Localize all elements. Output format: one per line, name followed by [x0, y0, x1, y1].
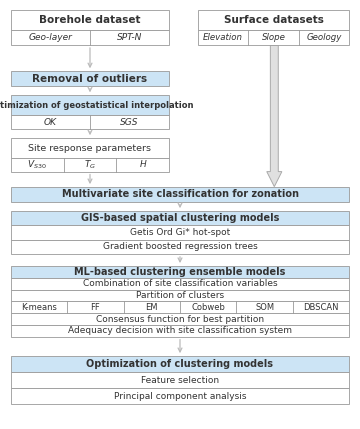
- Text: ML-based clustering ensemble models: ML-based clustering ensemble models: [74, 267, 286, 277]
- Bar: [11, 115, 169, 129]
- Bar: [11, 211, 349, 225]
- Bar: [11, 301, 349, 313]
- Bar: [11, 356, 349, 372]
- Text: Site response parameters: Site response parameters: [28, 144, 152, 153]
- Bar: [11, 138, 169, 158]
- Bar: [11, 278, 349, 290]
- Text: GIS-based spatial clustering models: GIS-based spatial clustering models: [81, 213, 279, 223]
- Text: Consensus function for best partition: Consensus function for best partition: [96, 314, 264, 323]
- Bar: [11, 158, 169, 172]
- Bar: [11, 30, 169, 45]
- Text: Elevation: Elevation: [203, 33, 243, 42]
- Text: $T_G$: $T_G$: [84, 159, 96, 171]
- Text: Multivariate site classification for zonation: Multivariate site classification for zon…: [62, 189, 298, 199]
- Text: Partition of clusters: Partition of clusters: [136, 291, 224, 300]
- Text: Feature selection: Feature selection: [141, 376, 219, 384]
- Bar: [11, 266, 349, 278]
- Text: Borehole dataset: Borehole dataset: [39, 15, 141, 25]
- Text: Slope: Slope: [262, 33, 285, 42]
- Text: Surface datasets: Surface datasets: [224, 15, 324, 25]
- Text: Cobweb: Cobweb: [191, 303, 225, 312]
- Text: K-means: K-means: [21, 303, 57, 312]
- Text: Combination of site classification variables: Combination of site classification varia…: [83, 279, 277, 288]
- Text: OK: OK: [44, 118, 57, 127]
- Bar: [11, 325, 349, 337]
- Text: SGS: SGS: [120, 118, 139, 127]
- Text: Adequacy decision with site classification system: Adequacy decision with site classificati…: [68, 326, 292, 335]
- Text: Removal of outliers: Removal of outliers: [32, 73, 148, 84]
- Text: $V_{S30}$: $V_{S30}$: [27, 159, 47, 171]
- Text: Gradient boosted regression trees: Gradient boosted regression trees: [103, 242, 257, 251]
- Bar: [11, 290, 349, 301]
- Text: Geology: Geology: [306, 33, 342, 42]
- Text: H: H: [139, 160, 146, 169]
- Bar: [11, 388, 349, 404]
- Text: Optimization of geostatistical interpolation: Optimization of geostatistical interpola…: [0, 101, 193, 110]
- Text: DBSCAN: DBSCAN: [303, 303, 339, 312]
- Text: Principal component analysis: Principal component analysis: [114, 392, 246, 401]
- Bar: [198, 30, 349, 45]
- Bar: [198, 10, 349, 30]
- Text: FF: FF: [90, 303, 100, 312]
- Bar: [11, 240, 349, 254]
- Text: Geo-layer: Geo-layer: [28, 33, 72, 42]
- Text: SOM: SOM: [255, 303, 274, 312]
- Text: SPT-N: SPT-N: [117, 33, 142, 42]
- Bar: [11, 225, 349, 240]
- Bar: [11, 187, 349, 202]
- Bar: [11, 10, 169, 30]
- Text: Optimization of clustering models: Optimization of clustering models: [86, 359, 274, 369]
- Bar: [11, 95, 169, 115]
- Text: EM: EM: [145, 303, 158, 312]
- Bar: [11, 71, 169, 86]
- Bar: [11, 313, 349, 325]
- Bar: [11, 372, 349, 388]
- Text: Getis Ord Gi* hot-spot: Getis Ord Gi* hot-spot: [130, 228, 230, 237]
- Polygon shape: [267, 45, 282, 187]
